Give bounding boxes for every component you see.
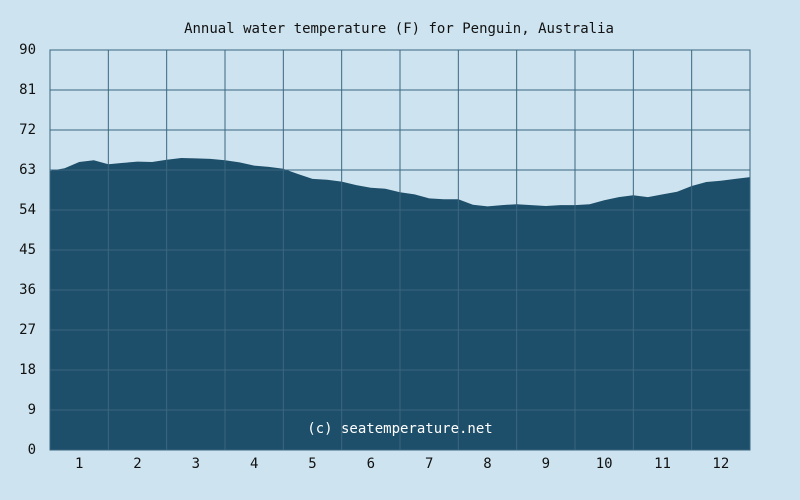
- y-axis-ticks: 0 9 18 27 36 45 54 63 72 81 90: [19, 42, 36, 458]
- watermark: (c) seatemperature.net: [307, 421, 492, 437]
- y-tick-label: 63: [19, 162, 36, 178]
- x-tick-label: 8: [483, 456, 491, 472]
- y-tick-label: 45: [19, 242, 36, 258]
- y-tick-label: 18: [19, 362, 36, 378]
- y-tick-label: 54: [19, 202, 36, 218]
- x-tick-label: 3: [192, 456, 200, 472]
- y-tick-label: 9: [28, 402, 36, 418]
- x-tick-label: 2: [133, 456, 141, 472]
- x-tick-label: 7: [425, 456, 433, 472]
- y-tick-label: 81: [19, 82, 36, 98]
- plot-frame: [49, 49, 751, 451]
- y-tick-label: 36: [19, 282, 36, 298]
- x-tick-label: 5: [308, 456, 316, 472]
- x-tick-label: 11: [654, 456, 671, 472]
- y-tick-label: 0: [28, 442, 36, 458]
- x-tick-label: 6: [367, 456, 375, 472]
- chart-title: Annual water temperature (F) for Penguin…: [184, 21, 614, 37]
- x-tick-label: 9: [542, 456, 550, 472]
- y-tick-label: 72: [19, 122, 36, 138]
- y-tick-label: 27: [19, 322, 36, 338]
- y-tick-label: 90: [19, 42, 36, 58]
- x-tick-label: 10: [596, 456, 613, 472]
- x-tick-label: 4: [250, 456, 258, 472]
- x-axis-ticks: 1 2 3 4 5 6 7 8 9 10 11 12: [75, 456, 729, 472]
- x-tick-label: 12: [712, 456, 729, 472]
- x-tick-label: 1: [75, 456, 83, 472]
- grid-lines: [50, 50, 750, 450]
